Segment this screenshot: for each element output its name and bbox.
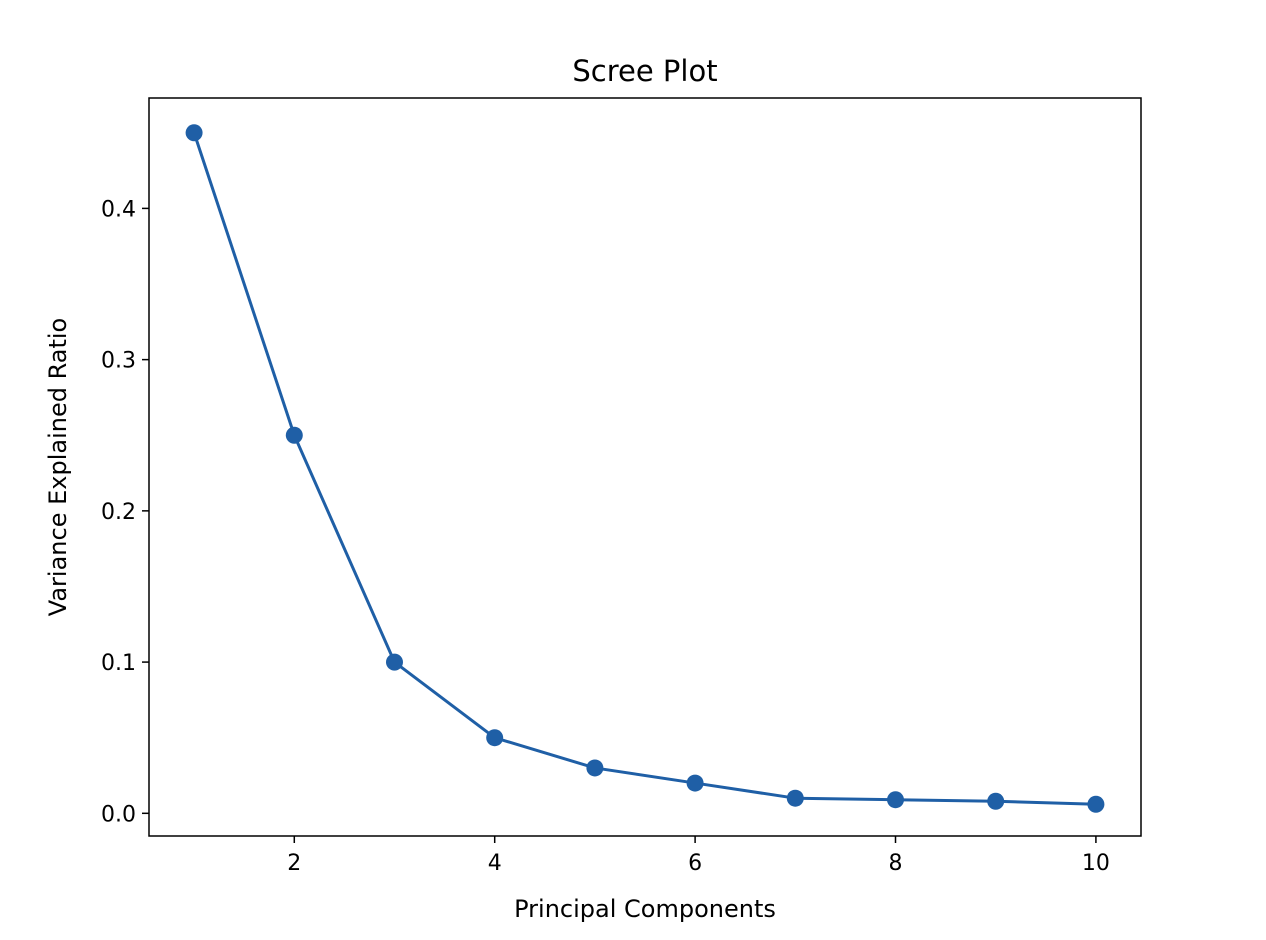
x-tick-label: 6 [688, 851, 702, 876]
y-tick-label: 0.1 [101, 651, 136, 676]
series-layer [185, 124, 1105, 813]
data-point [586, 759, 604, 777]
x-tick-label: 4 [488, 851, 502, 876]
data-point [385, 653, 403, 671]
x-axis-label: Principal Components [514, 895, 776, 923]
plot-area-frame [148, 97, 1142, 837]
axis-ticks: 2 4 6 8 10 0.0 0.1 0.2 0.3 0.4 [101, 197, 1110, 876]
y-tick-label: 0.0 [101, 802, 136, 827]
x-tick-label: 8 [889, 851, 903, 876]
y-tick-label: 0.2 [101, 500, 136, 525]
data-point [786, 789, 804, 807]
x-tick-label: 2 [287, 851, 301, 876]
y-tick-label: 0.4 [101, 197, 136, 222]
data-point [285, 426, 303, 444]
data-point [887, 791, 905, 809]
data-point [686, 774, 704, 792]
data-point [185, 124, 203, 142]
x-tick-label: 10 [1082, 851, 1110, 876]
chart-title: Scree Plot [572, 54, 717, 88]
series-line [192, 132, 1096, 806]
y-axis-label: Variance Explained Ratio [44, 318, 72, 616]
data-point [1087, 795, 1105, 813]
y-tick-label: 0.3 [101, 349, 136, 374]
data-point [987, 792, 1005, 810]
data-point [486, 729, 504, 747]
